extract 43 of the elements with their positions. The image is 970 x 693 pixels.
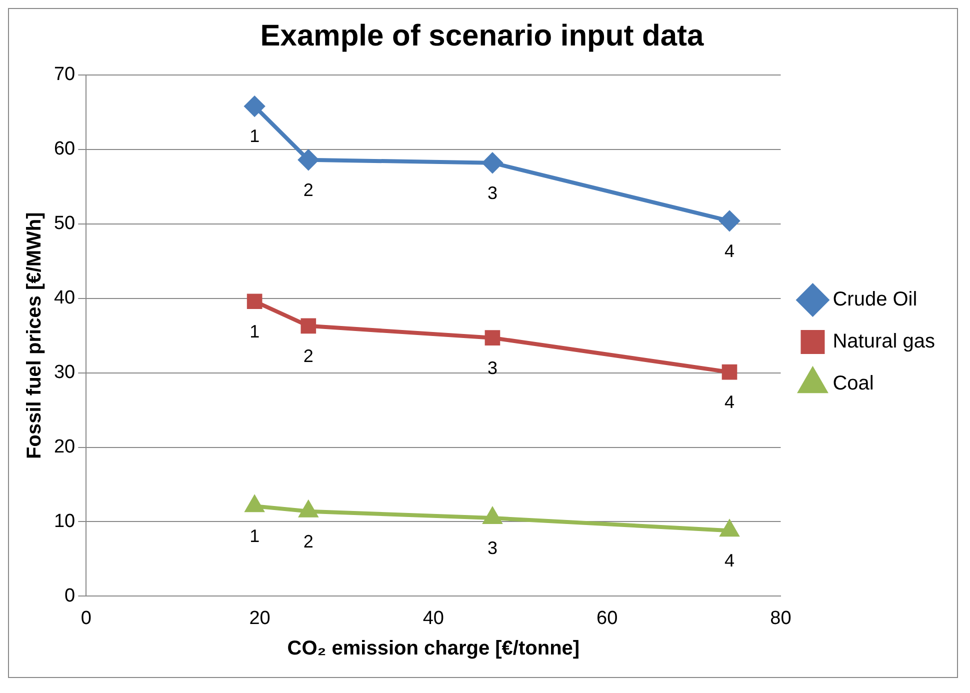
y-tick-label: 40: [54, 288, 76, 309]
y-axis-title: Fossil fuel prices [€/MWh]: [24, 212, 46, 459]
annotation: 4: [724, 550, 735, 571]
annotation: 2: [303, 180, 314, 200]
point: [484, 330, 500, 346]
point: [484, 508, 502, 524]
y-tick-label: 10: [54, 510, 76, 532]
y-tick-label: 60: [54, 138, 76, 160]
annotation: 3: [487, 538, 498, 558]
point: [720, 210, 740, 231]
annotation: 2: [303, 346, 314, 366]
point: [299, 501, 318, 518]
legend-label: Coal: [832, 372, 874, 395]
annotation: 4: [724, 240, 735, 261]
point: [246, 294, 262, 310]
annotation: 1: [250, 321, 260, 342]
annotation: 2: [303, 531, 314, 552]
legend-label: Crude Oil: [832, 288, 918, 311]
x-tick-label: 20: [249, 608, 270, 629]
x-tick-label: 80: [770, 608, 792, 629]
annotation: 4: [724, 392, 735, 412]
y-tick-label: 30: [54, 362, 76, 384]
x-tick-label: 60: [596, 608, 618, 629]
y-tick-label: 20: [54, 436, 76, 458]
y-tick-label: 0: [64, 585, 76, 606]
point: [722, 364, 738, 380]
y-tick-label: 50: [54, 213, 76, 234]
annotation: 3: [487, 358, 498, 378]
y-tick-label: 70: [54, 64, 76, 86]
x-tick-label: 0: [80, 608, 92, 629]
legend-label: Natural gas: [832, 330, 936, 353]
annotation: 1: [250, 526, 260, 546]
point: [720, 520, 738, 537]
point: [482, 152, 502, 173]
x-tick-label: 40: [422, 608, 444, 629]
point: [298, 150, 318, 170]
point: [246, 496, 264, 512]
annotation: 3: [487, 182, 498, 203]
x-axis-title: CO₂ emission charge [€/tonne]: [287, 638, 580, 660]
point: [244, 96, 265, 116]
point: [300, 318, 316, 334]
annotation: 1: [250, 126, 260, 146]
chart-title: Example of scenario input data: [260, 19, 704, 52]
